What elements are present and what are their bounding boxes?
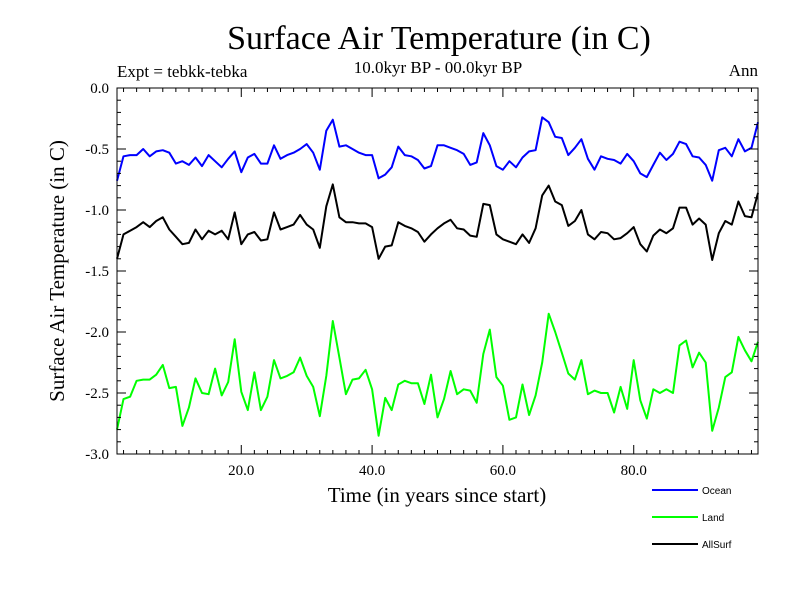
y-tick-label: -1.0: [85, 203, 109, 219]
y-tick-label: -0.5: [85, 142, 109, 158]
chart-title: Surface Air Temperature (in C): [227, 20, 651, 57]
x-tick-label: 80.0: [621, 463, 647, 479]
y-tick-label: -3.0: [85, 447, 109, 463]
plot-frame: [116, 87, 759, 455]
x-axis-label: Time (in years since start): [328, 483, 547, 507]
chart-subtitle: 10.0kyr BP - 00.0kyr BP: [354, 58, 522, 77]
y-axis-label: Surface Air Temperature (in C): [45, 140, 69, 402]
series-line-land: [116, 312, 759, 437]
legend-label-land: Land: [702, 513, 724, 524]
y-tick-label: -2.0: [85, 325, 109, 341]
season-label: Ann: [729, 61, 759, 80]
legend-label-allsurf: AllSurf: [702, 540, 732, 551]
y-tick-label: 0.0: [90, 81, 109, 97]
experiment-label: Expt = tebkk-tebka: [117, 62, 248, 81]
axes: 0.0 -0.5 -1.0 -1.5 -2.0 -2.5 -3.0 20.0 40.0 60.0 8…: [85, 81, 758, 479]
series-line-allsurf: [116, 183, 759, 261]
x-tick-label: 20.0: [228, 463, 254, 479]
y-tick-label: -1.5: [85, 264, 109, 280]
x-tick-label: 60.0: [490, 463, 516, 479]
x-tick-label: 40.0: [359, 463, 385, 479]
legend: Ocean Land AllSurf: [652, 486, 732, 551]
y-tick-label: -2.5: [85, 386, 109, 402]
series-line-ocean: [116, 116, 759, 182]
series-layer: [116, 116, 759, 437]
legend-label-ocean: Ocean: [702, 486, 731, 497]
